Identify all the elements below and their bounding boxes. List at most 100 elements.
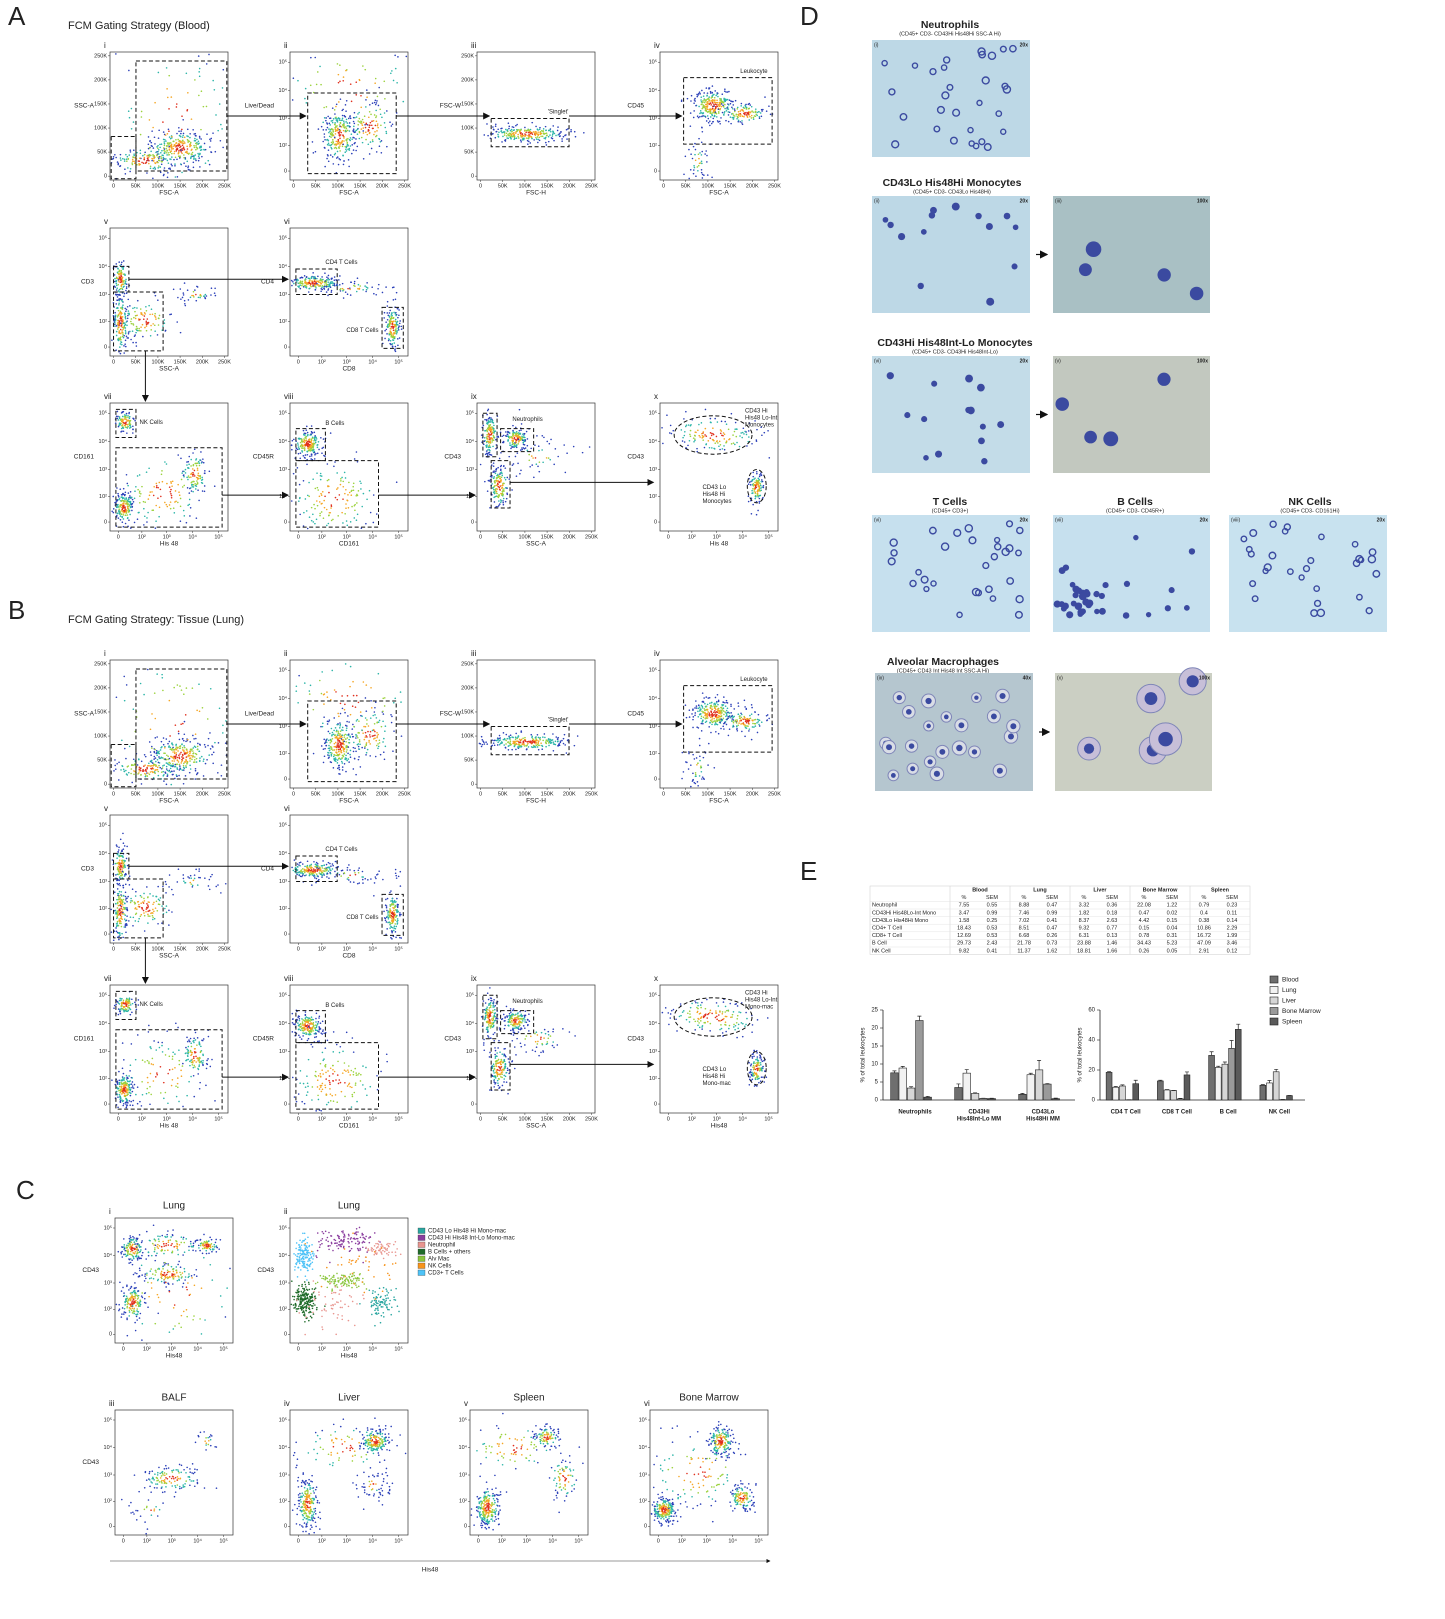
event-dot (499, 473, 501, 475)
event-dot (327, 281, 329, 283)
event-dot (321, 276, 323, 278)
event-dot (199, 68, 201, 70)
event-dot (378, 284, 380, 286)
event-dot (515, 446, 517, 448)
event-dot (661, 427, 663, 429)
event-dot (717, 442, 719, 444)
event-dot (710, 92, 712, 94)
event-dot (684, 441, 686, 443)
event-dot (114, 281, 116, 283)
event-dot (499, 458, 501, 460)
x-tick-label: 10⁴ (368, 358, 377, 365)
event-dot (495, 131, 497, 133)
y-tick-label: 10² (99, 494, 107, 500)
event-dot (217, 772, 219, 774)
event-dot (683, 173, 685, 175)
event-dot (497, 477, 499, 479)
event-dot (120, 519, 122, 521)
event-dot (143, 162, 145, 164)
event-dot (122, 411, 124, 413)
event-dot (307, 454, 309, 456)
event-dot (125, 426, 127, 428)
event-dot (372, 139, 374, 141)
event-dot (365, 139, 367, 141)
event-dot (702, 100, 704, 102)
event-dot (132, 432, 134, 434)
event-dot (304, 449, 306, 451)
event-dot (357, 277, 359, 279)
event-dot (119, 271, 121, 273)
event-dot (545, 137, 547, 139)
event-dot (193, 291, 195, 293)
event-dot (153, 777, 155, 779)
event-dot (753, 485, 755, 487)
event-dot (736, 113, 738, 115)
event-dot (502, 492, 504, 494)
event-dot (557, 126, 559, 128)
event-dot (761, 479, 763, 481)
event-dot (141, 111, 143, 113)
event-dot (539, 461, 541, 463)
event-dot (365, 127, 367, 129)
event-dot (120, 769, 122, 771)
event-dot (702, 101, 704, 103)
x-tick-label: 0 (297, 359, 300, 365)
event-dot (364, 115, 366, 117)
x-tick-label: 100K (518, 183, 531, 189)
event-dot (114, 312, 116, 314)
event-dot (380, 124, 382, 126)
event-dot (114, 154, 116, 156)
x-tick-label: 50K (311, 183, 321, 189)
event-dot (375, 110, 377, 112)
event-dot (169, 486, 171, 488)
gate-label: CD43 Lo (702, 485, 726, 491)
event-dot (395, 299, 397, 301)
event-dot (755, 495, 757, 497)
event-dot (736, 428, 738, 430)
x-tick-label: 250K (398, 183, 411, 189)
event-dot (197, 489, 199, 491)
event-dot (560, 131, 562, 133)
event-dot (717, 421, 719, 423)
event-dot (393, 327, 395, 329)
event-dot (315, 151, 317, 153)
event-dot (153, 765, 155, 767)
event-dot (505, 501, 507, 503)
event-dot (305, 88, 307, 90)
event-dot (156, 755, 158, 757)
event-dot (737, 121, 739, 123)
event-dot (387, 301, 389, 303)
event-dot (168, 128, 170, 130)
event-dot (373, 293, 375, 295)
event-dot (163, 737, 165, 739)
event-dot (198, 461, 200, 463)
event-dot (115, 281, 117, 283)
event-dot (122, 268, 124, 270)
event-dot (689, 440, 691, 442)
event-dot (732, 104, 734, 106)
event-dot (166, 463, 168, 465)
event-dot (497, 467, 499, 469)
event-dot (127, 315, 129, 317)
event-dot (194, 483, 196, 485)
event-dot (516, 124, 518, 126)
event-dot (205, 294, 207, 296)
event-dot (327, 144, 329, 146)
event-dot (126, 286, 128, 288)
event-dot (384, 122, 386, 124)
event-dot (515, 439, 517, 441)
event-dot (117, 513, 119, 515)
event-dot (171, 156, 173, 158)
event-dot (178, 761, 180, 763)
event-dot (155, 505, 157, 507)
event-dot (208, 754, 210, 756)
event-dot (345, 116, 347, 118)
event-dot (395, 330, 397, 332)
event-dot (121, 507, 123, 509)
event-dot (484, 481, 486, 483)
event-dot (314, 458, 316, 460)
event-dot (708, 96, 710, 98)
event-dot (151, 308, 153, 310)
event-dot (362, 130, 364, 132)
event-dot (353, 149, 355, 151)
